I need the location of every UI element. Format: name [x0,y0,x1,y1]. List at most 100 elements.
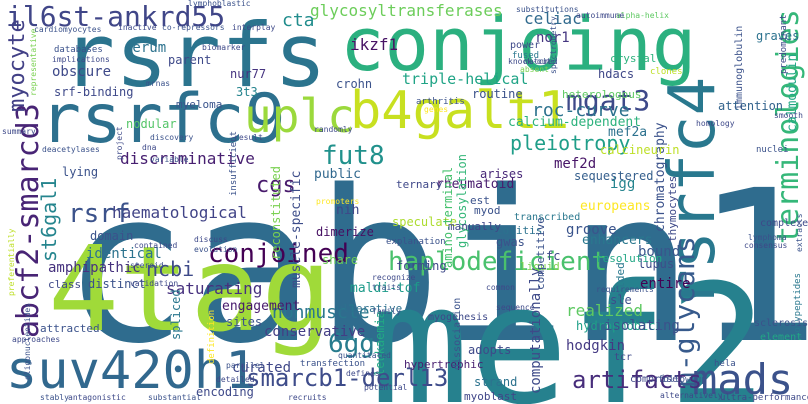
word-mrnas: mrnas [146,79,170,88]
word-triple-helical: triple-helical [402,70,528,88]
word-groove: groove [566,222,617,238]
word-speculate: speculate [392,215,457,229]
word-gwas: gwas [496,235,525,249]
word-amphipathic: amphipathic [48,260,141,276]
word-nonmuscle: nonmuscle [272,302,370,323]
word-chromatography: chromatography [653,122,668,232]
word-conjoing: conjoing [340,2,696,88]
word-rheumatoid: rheumatoid [436,177,514,192]
word-engagement: engagement [222,299,300,314]
word-rsrfc9: rsrfc9 [40,80,286,159]
word-biomarker: biomarker [202,43,246,52]
word-traits: traits [372,283,401,292]
word-rsrfc4: rsrfc4 [656,77,730,308]
word-lymphoma: lymphoma [748,233,787,242]
word-srf-binding: srf-binding [54,85,133,99]
word-clones: clones [650,67,683,77]
word-sites: sites [226,315,262,329]
word-attention: attention [718,99,783,113]
word-encoding: encoding [196,385,254,399]
word-4tag: 4tag [48,220,332,358]
word-ternary: ternary [396,178,443,191]
word-spliced: spliced [169,289,183,340]
word-sle: sle [610,293,632,307]
word-alternatively: alternatively [660,391,723,400]
word-comprise: comprise [630,374,678,385]
word-ultra-performance: ultra-performance [720,393,808,403]
word-obscure: obscure [52,64,111,80]
word-hodgkin: hodgkin [566,338,625,354]
word-artifacts: artifacts [572,366,702,394]
word-variable: variable [150,155,189,164]
word-autoimmune: autoimmune [576,11,624,20]
word-cgs: cgs [256,173,296,198]
word-absent: absent [520,65,549,74]
word-leukaemia: leukaemia [373,311,387,376]
word-knock-out: knock-out [508,57,552,66]
word-genes: genes [424,105,448,114]
word-haematological: haematological [112,203,247,222]
word-glycosyltransferases: glycosyltransferases [310,1,503,20]
word-serum: serum [124,40,166,56]
word-hela: hela [714,359,736,369]
word-6gg: 6gg [328,329,375,359]
word-strand: strand [474,375,517,389]
word-spectrometry: spectrometry [549,16,558,74]
word-routine: routine [472,87,523,101]
word-myod: myod [474,204,501,217]
word-fused: fused [512,51,539,61]
word-thymocytes: thymocytes [666,176,679,242]
word-nih: nih [336,203,359,218]
word-family: family [372,307,401,316]
word-parallel: parallel [226,361,265,370]
word-bound: bound [638,244,680,260]
word-ulcerative: ulcerative [336,302,402,315]
word-class: class [48,278,81,291]
word-antagonistic: antagonistic [68,393,126,402]
word-discovery: discovery [150,133,194,142]
word-calmodulin: calmodulin [785,54,800,132]
word-conservative: conservative [264,324,365,340]
word-il6st-ankrd55: il6st-ankrd55 [6,0,225,33]
word-steroid: steroid [130,261,164,270]
word-distinct: distinct [88,277,146,291]
word-3t3: 3t3 [236,85,258,99]
word-deacetylases: deacetylases [42,145,100,154]
word-attracted: attracted [40,322,100,335]
word-haplodeficient: haplodeficient [388,247,607,277]
word-reconstituted: reconstituted [269,166,283,260]
word-polypeptides: polypeptides [793,273,803,338]
word-detailed: detailed [216,375,255,384]
word-explanation: explanation [386,237,446,247]
word-manually: manually [448,220,501,233]
word-preferentially: preferentially [7,228,16,296]
word-ikzf1: ikzf1 [350,35,398,54]
word-nuclei: nuclei [756,145,789,155]
word-potential: potential [364,383,408,392]
word-b4galt1: b4galt1 [350,81,569,141]
word-myoblast: myoblast [464,390,517,403]
word-europeans: europeans [580,199,650,214]
word-recognize: recognize [372,273,416,282]
word-realized: realized [566,301,643,320]
word-predominant: predominant [779,14,789,74]
word-crohn: crohn [336,77,372,91]
word-consensus: consensus [744,241,788,250]
word-lupus: lupus [638,257,674,271]
word-discuss: discuss [194,235,228,244]
word-muscle-specific: muscle-specific [289,171,304,288]
word-roc-curve: roc-curve [532,100,630,121]
word-myocyte: myocyte [5,19,30,112]
word-extracts: extracts [795,213,804,252]
word-folded: folded [614,262,627,302]
word-sequence: sequence [496,303,535,312]
word-dna: dna [142,143,157,152]
word-complexes: complexes [760,218,808,229]
word-matched: matched [524,57,558,66]
word-heterologous: heterologous [562,88,641,101]
word-smooth: smooth [774,111,803,120]
word-colitis: colitis [496,224,542,237]
word-insufficient: insufficient [229,131,239,196]
word-nodular: nodular [126,117,177,131]
